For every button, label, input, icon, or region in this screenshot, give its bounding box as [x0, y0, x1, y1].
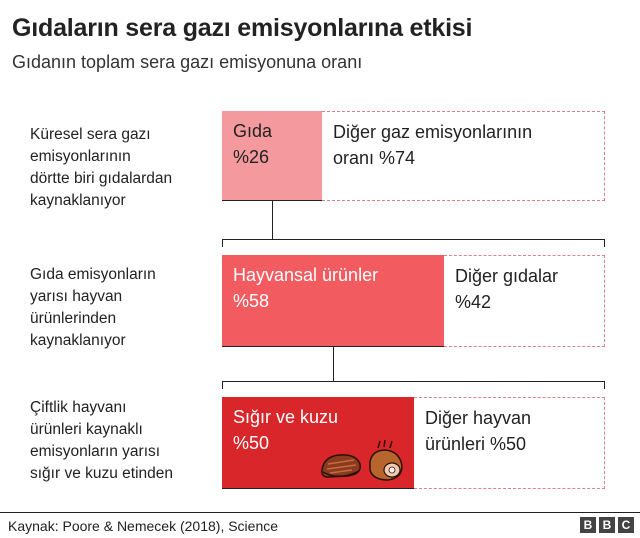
highlight-bar: Hayvansal ürünler %58: [222, 255, 444, 347]
highlight-bar-label: Sığır ve kuzu %50: [233, 407, 339, 453]
chart-subtitle: Gıdanın toplam sera gazı emisyonuna oran…: [12, 52, 363, 72]
highlight-bar: Sığır ve kuzu %50: [222, 397, 414, 489]
bracket-horizontal: [222, 381, 605, 382]
bracket-tick: [604, 381, 605, 389]
highlight-bar: Gıda %26: [222, 111, 322, 201]
connector-vertical: [333, 347, 334, 381]
chart-area: Küresel sera gazı emisyonlarının dörtte bi…: [30, 111, 605, 489]
bracket-tick: [604, 239, 605, 247]
remainder-bar-label: Diğer gaz emisyonlarının oranı %74: [333, 122, 533, 168]
bracket-horizontal: [222, 239, 605, 240]
remainder-bar: Diğer gıdalar %42: [444, 255, 605, 347]
highlight-baseline: [222, 346, 444, 347]
highlight-baseline: [222, 488, 414, 489]
footer-divider: [0, 512, 640, 513]
bracket-tick: [222, 381, 223, 389]
remainder-bar-label: Diğer hayvan ürünleri %50: [425, 408, 532, 454]
highlight-bar-label: Hayvansal ürünler %58: [233, 265, 379, 311]
logo-letter: B: [580, 517, 596, 533]
bbc-logo: B B C: [580, 517, 634, 533]
chart-title: Gıdaların sera gazı emisyonlarına etkisi: [12, 14, 473, 42]
connector-vertical: [272, 201, 273, 239]
source-note: Kaynak: Poore & Nemecek (2018), Science: [8, 518, 279, 534]
remainder-bar: Diğer gaz emisyonlarının oranı %74: [322, 111, 605, 201]
remainder-bar-label: Diğer gıdalar %42: [455, 266, 559, 312]
logo-letter: C: [618, 517, 634, 533]
row-label: Küresel sera gazı emisyonlarının dörtte bi…: [30, 126, 173, 209]
logo-letter: B: [599, 517, 615, 533]
highlight-bar-label: Gıda %26: [233, 121, 273, 167]
bracket-tick: [222, 239, 223, 247]
meat-icons: [321, 440, 403, 481]
row-label: Çiftlik hayvanı ürünleri kaynaklı emisyonl…: [30, 399, 174, 482]
steak-icon: [321, 454, 361, 478]
highlight-baseline: [222, 200, 322, 201]
remainder-bar: Diğer hayvan ürünleri %50: [414, 397, 605, 489]
ham-icon: [369, 440, 403, 481]
row-label: Gıda emisyonların yarısı hayvan ürünlerind…: [30, 266, 156, 349]
